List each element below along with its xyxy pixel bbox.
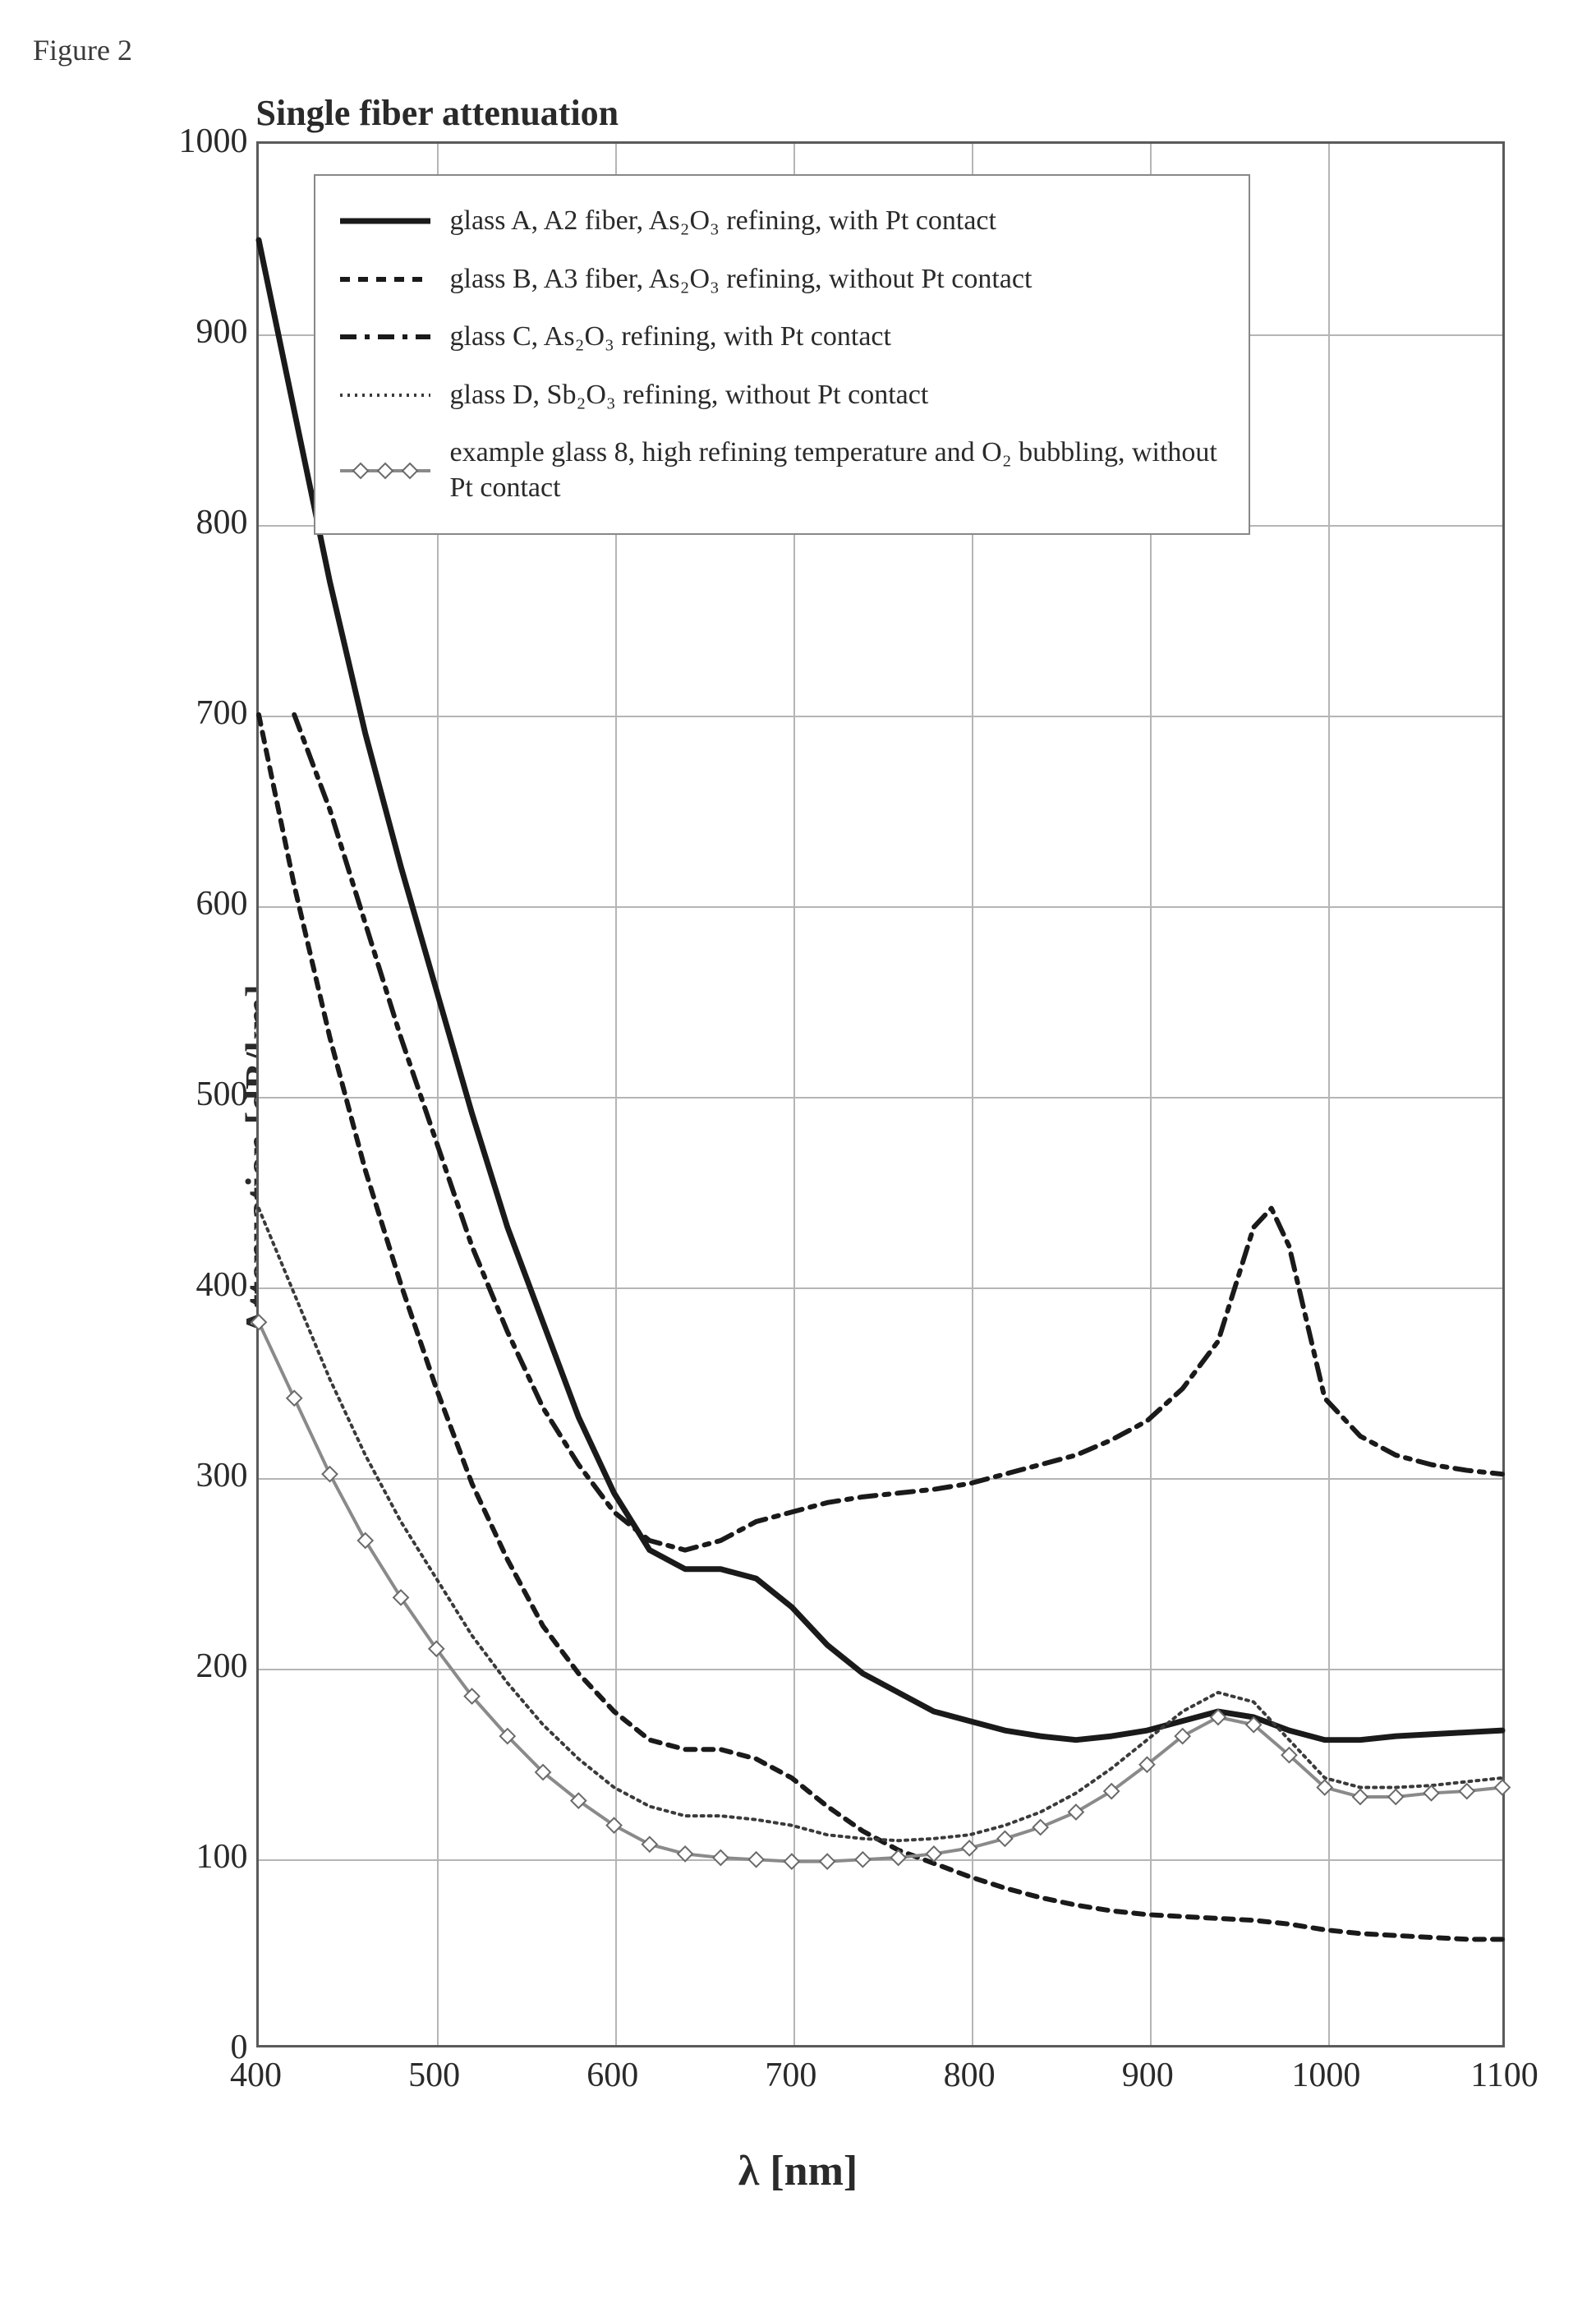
- chart-title: Single fiber attenuation: [256, 92, 619, 134]
- x-tick-label: 700: [765, 2056, 816, 2095]
- x-tick-label: 1000: [1291, 2056, 1360, 2095]
- y-tick-label: 600: [196, 884, 248, 924]
- grid-line-h: [259, 716, 1502, 717]
- series-marker-glass_8: [357, 1533, 372, 1548]
- series-marker-glass_8: [393, 1590, 408, 1605]
- y-tick-label: 100: [196, 1837, 248, 1877]
- series-marker-glass_8: [784, 1854, 798, 1869]
- series-marker-glass_8: [606, 1818, 621, 1833]
- x-tick-label: 900: [1122, 2056, 1174, 2095]
- x-tick-label: 600: [586, 2056, 638, 2095]
- series-marker-glass_8: [890, 1850, 905, 1865]
- legend-swatch-glass_A: [340, 206, 430, 236]
- series-marker-glass_8: [464, 1689, 479, 1704]
- series-marker-glass_8: [997, 1831, 1012, 1846]
- series-marker-glass_8: [820, 1854, 835, 1869]
- series-line-glass_C: [294, 715, 1502, 1550]
- y-tick-label: 200: [196, 1647, 248, 1686]
- series-marker-glass_8: [1281, 1748, 1296, 1762]
- series-marker-glass_8: [713, 1850, 728, 1865]
- grid-line-h: [259, 906, 1502, 908]
- y-tick-label: 800: [196, 503, 248, 542]
- legend-label-glass_8: example glass 8, high refining temperatu…: [450, 435, 1224, 505]
- x-tick-label: 1100: [1470, 2056, 1538, 2095]
- series-marker-glass_8: [1139, 1757, 1154, 1772]
- legend-swatch-glass_8: [340, 456, 430, 486]
- grid-line-h: [259, 1097, 1502, 1099]
- series-marker-glass_8: [1459, 1784, 1474, 1799]
- series-marker-glass_8: [1210, 1710, 1225, 1725]
- x-tick-label: 500: [408, 2056, 460, 2095]
- figure-label: Figure 2: [33, 33, 1563, 67]
- legend-label-glass_C: glass C, As₂O₃ refining, with Pt contact: [450, 320, 1224, 355]
- legend-label-glass_B: glass B, A3 fiber, As₂O₃ refining, witho…: [450, 262, 1224, 297]
- grid-line-h: [259, 1287, 1502, 1289]
- y-tick-label: 1000: [179, 122, 248, 161]
- series-marker-glass_8: [1068, 1805, 1083, 1820]
- y-tick-label: 400: [196, 1265, 248, 1305]
- series-line-glass_D: [259, 1209, 1502, 1841]
- legend-row-glass_C: glass C, As₂O₃ refining, with Pt contact: [340, 308, 1224, 366]
- series-marker-glass_8: [962, 1840, 977, 1855]
- grid-line-h: [259, 1859, 1502, 1861]
- series-marker-glass_8: [1495, 1780, 1510, 1794]
- series-marker-glass_8: [571, 1794, 586, 1808]
- series-marker-glass_8: [1175, 1729, 1189, 1743]
- y-tick-label: 500: [196, 1075, 248, 1114]
- legend-label-glass_D: glass D, Sb₂O₃ refining, without Pt cont…: [450, 378, 1224, 413]
- series-marker-glass_8: [1033, 1820, 1047, 1835]
- series-marker-glass_8: [1388, 1789, 1403, 1804]
- legend-row-glass_8: example glass 8, high refining temperatu…: [340, 424, 1224, 517]
- legend: glass A, A2 fiber, As₂O₃ refining, with …: [314, 174, 1250, 535]
- series-line-glass_B: [259, 715, 1502, 1939]
- legend-swatch-glass_C: [340, 322, 430, 352]
- series-line-glass_8: [259, 1322, 1502, 1861]
- legend-row-glass_B: glass B, A3 fiber, As₂O₃ refining, witho…: [340, 251, 1224, 309]
- grid-line-v: [1328, 144, 1330, 2045]
- series-marker-glass_8: [287, 1391, 301, 1406]
- legend-label-glass_A: glass A, A2 fiber, As₂O₃ refining, with …: [450, 204, 1224, 239]
- x-axis-label: λ [nm]: [738, 2147, 858, 2195]
- legend-row-glass_A: glass A, A2 fiber, As₂O₃ refining, with …: [340, 192, 1224, 251]
- grid-line-h: [259, 1478, 1502, 1480]
- series-marker-glass_8: [1353, 1789, 1368, 1804]
- y-tick-label: 900: [196, 312, 248, 352]
- chart-container: Single fiber attenuation Attenuation [dB…: [51, 92, 1546, 2228]
- series-marker-glass_8: [642, 1837, 656, 1852]
- series-marker-glass_8: [536, 1765, 550, 1780]
- series-marker-glass_8: [1424, 1785, 1438, 1800]
- x-tick-label: 400: [230, 2056, 282, 2095]
- series-marker-glass_8: [499, 1729, 514, 1743]
- grid-line-h: [259, 1669, 1502, 1670]
- legend-row-glass_D: glass D, Sb₂O₃ refining, without Pt cont…: [340, 366, 1224, 425]
- y-tick-label: 700: [196, 693, 248, 733]
- legend-swatch-glass_D: [340, 380, 430, 410]
- y-tick-label: 300: [196, 1456, 248, 1495]
- series-marker-glass_8: [1246, 1717, 1261, 1732]
- x-tick-label: 800: [944, 2056, 996, 2095]
- legend-swatch-glass_B: [340, 265, 430, 294]
- series-marker-glass_8: [1104, 1784, 1119, 1799]
